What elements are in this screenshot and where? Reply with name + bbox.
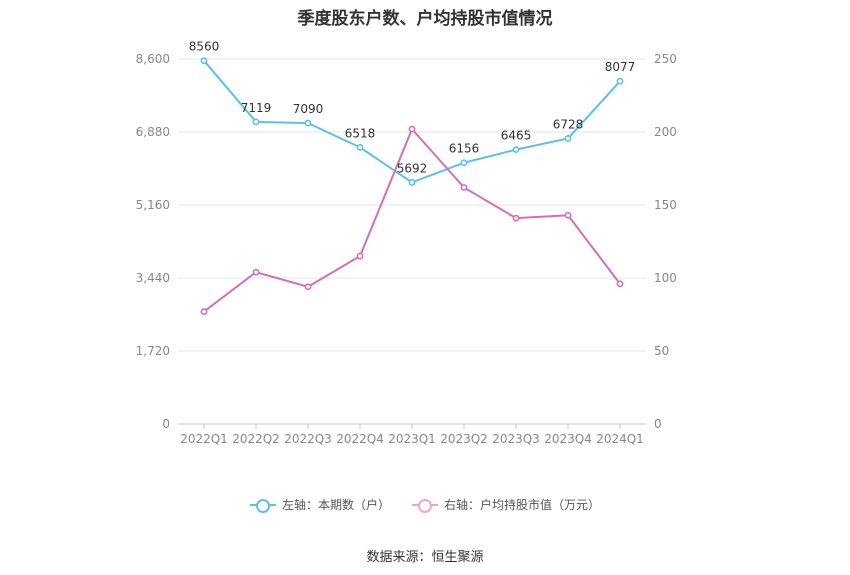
legend-label-avg-value: 右轴：户均持股市值（万元） bbox=[444, 498, 601, 512]
data-point-1[interactable] bbox=[200, 308, 208, 315]
data-label: 6465 bbox=[501, 129, 532, 143]
x-tick-label: 2022Q3 bbox=[284, 432, 332, 446]
data-point-1[interactable] bbox=[408, 125, 416, 133]
data-label: 6518 bbox=[345, 126, 376, 140]
legend-item-households[interactable]: 左轴：本期数（户） bbox=[249, 496, 390, 513]
data-point-0[interactable] bbox=[564, 135, 572, 142]
x-tick-label: 2023Q2 bbox=[440, 432, 488, 446]
data-point-1[interactable] bbox=[356, 252, 364, 260]
data-point-0[interactable] bbox=[200, 57, 208, 65]
data-point-0[interactable] bbox=[460, 159, 468, 167]
right-tick-label: 50 bbox=[654, 344, 669, 358]
data-label: 7119 bbox=[241, 101, 272, 115]
data-point-0[interactable] bbox=[304, 119, 312, 127]
left-tick-label: 0 bbox=[162, 417, 170, 431]
left-tick-label: 5,160 bbox=[136, 198, 170, 212]
data-point-1[interactable] bbox=[564, 211, 572, 219]
data-point-1[interactable] bbox=[616, 280, 624, 288]
data-point-0[interactable] bbox=[512, 146, 520, 154]
left-tick-label: 1,720 bbox=[136, 344, 170, 358]
data-point-0[interactable] bbox=[356, 143, 364, 151]
legend-item-avg-value[interactable]: 右轴：户均持股市值（万元） bbox=[412, 496, 600, 513]
legend-label-households: 左轴：本期数（户） bbox=[281, 498, 390, 512]
data-label: 7090 bbox=[293, 102, 324, 116]
chart-title: 季度股东户数、户均持股市值情况 bbox=[297, 9, 553, 29]
data-point-0[interactable] bbox=[252, 118, 260, 126]
data-point-1[interactable] bbox=[460, 184, 468, 191]
x-tick-label: 2023Q4 bbox=[544, 432, 592, 446]
x-tick-label: 2023Q3 bbox=[492, 432, 540, 446]
x-tick-label: 2022Q2 bbox=[232, 432, 280, 446]
data-point-1[interactable] bbox=[512, 214, 520, 222]
data-label: 8560 bbox=[189, 40, 220, 54]
data-label: 6728 bbox=[553, 117, 584, 131]
left-tick-label: 3,440 bbox=[136, 271, 170, 285]
data-point-0[interactable] bbox=[616, 77, 624, 85]
right-tick-label: 0 bbox=[654, 417, 662, 431]
data-labels: 8560 7119 7090 6518 5692 6156 6465 6728 8077 bbox=[189, 40, 636, 176]
data-point-1[interactable] bbox=[304, 283, 312, 291]
legend-marker-avg-value bbox=[412, 498, 438, 513]
x-tick-label: 2022Q1 bbox=[180, 432, 228, 446]
series-lines bbox=[200, 57, 624, 315]
series-line-1 bbox=[203, 127, 621, 313]
right-tick-label: 250 bbox=[654, 52, 677, 66]
data-label: 5692 bbox=[397, 161, 428, 175]
data-label: 8077 bbox=[605, 60, 636, 74]
left-tick-label: 8,600 bbox=[136, 52, 170, 66]
right-tick-label: 100 bbox=[654, 271, 677, 285]
x-tick-label: 2022Q4 bbox=[336, 432, 384, 446]
right-tick-label: 200 bbox=[654, 125, 677, 139]
axes: 0 1,720 3,440 5,160 6,880 8,600 0 50 100 150 200 25… bbox=[136, 52, 677, 446]
left-tick-label: 6,880 bbox=[136, 125, 170, 139]
data-label: 6156 bbox=[449, 142, 480, 156]
x-tick-label: 2024Q1 bbox=[596, 432, 644, 446]
data-point-0[interactable] bbox=[408, 179, 416, 186]
data-point-1[interactable] bbox=[252, 268, 260, 276]
source-note: 数据来源：恒生聚源 bbox=[366, 550, 484, 565]
legend: 左轴：本期数（户） 右轴：户均持股市值（万元） bbox=[0, 496, 850, 513]
x-tick-label: 2023Q1 bbox=[388, 432, 436, 446]
legend-marker-households bbox=[249, 498, 276, 513]
right-tick-label: 150 bbox=[654, 198, 677, 212]
